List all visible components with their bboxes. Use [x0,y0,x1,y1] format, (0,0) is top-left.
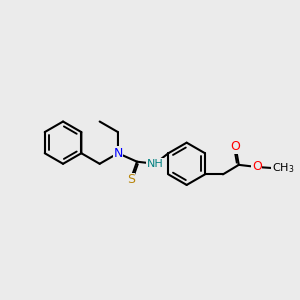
Text: N: N [113,147,123,160]
Text: O: O [252,160,262,173]
Text: CH$_3$: CH$_3$ [272,161,295,175]
Text: S: S [127,173,135,186]
Text: NH: NH [147,159,163,169]
Text: O: O [231,140,241,153]
